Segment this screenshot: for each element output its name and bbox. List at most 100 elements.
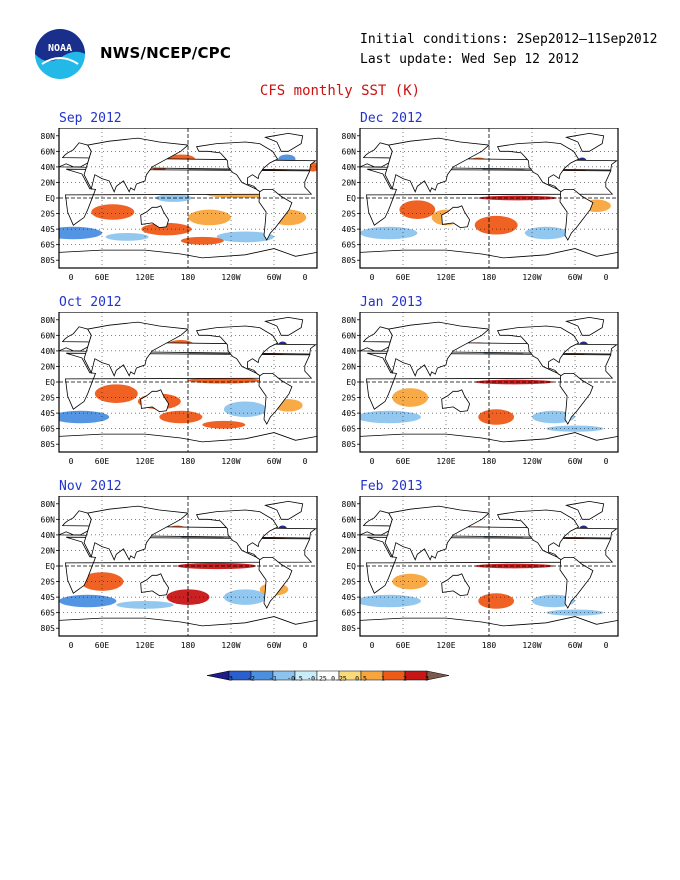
lat-tick-label: 20S bbox=[41, 210, 56, 219]
sst-anomaly-patch bbox=[141, 222, 192, 236]
lat-tick-label: 40N bbox=[41, 163, 56, 172]
lon-tick-label: 180 bbox=[181, 457, 196, 466]
lat-tick-label: 60N bbox=[41, 147, 56, 156]
sst-map: 80N 60N 40N 20N EQ 20S 40S 60S 80S 0 60E 120E 180 120… bbox=[41, 128, 318, 282]
land-outline bbox=[559, 189, 594, 241]
sst-map: 80N 60N 40N 20N EQ 20S 40S 60S 80S 0 60E 120E 180 120… bbox=[342, 312, 619, 466]
land-outline bbox=[559, 557, 594, 609]
land-outline bbox=[384, 505, 490, 561]
lat-tick-label: 80N bbox=[342, 500, 357, 509]
land-outline bbox=[196, 509, 279, 561]
lat-tick-label: 20N bbox=[342, 178, 357, 187]
sst-anomaly-patch bbox=[524, 226, 568, 240]
lon-tick-label: 60W bbox=[267, 457, 282, 466]
lat-tick-label: 60S bbox=[41, 425, 56, 434]
sst-map: 80N 60N 40N 20N EQ 20S 40S 60S 80S 0 60E 120E 180 120… bbox=[342, 496, 619, 650]
lat-tick-label: 60N bbox=[342, 515, 357, 524]
lon-tick-label: 60W bbox=[267, 641, 282, 650]
lat-tick-label: 60N bbox=[342, 147, 357, 156]
land-outline bbox=[258, 373, 293, 425]
lat-tick-label: 60S bbox=[41, 241, 56, 250]
sst-map: 80N 60N 40N 20N EQ 20S 40S 60S 80S 0 60E 120E 180 120… bbox=[41, 312, 318, 466]
lat-tick-label: 80N bbox=[41, 132, 56, 141]
panel-title: Dec 2012 bbox=[360, 111, 423, 126]
lat-tick-label: 60N bbox=[342, 331, 357, 340]
sst-anomaly-patch bbox=[59, 226, 102, 240]
colorbar-label: -0.5 bbox=[287, 675, 303, 683]
sst-anomaly-patch bbox=[360, 410, 421, 424]
sst-anomaly-patch bbox=[360, 226, 418, 240]
land-outline bbox=[564, 500, 605, 520]
sst-anomaly-patch bbox=[216, 231, 274, 243]
land-outline bbox=[59, 616, 317, 636]
land-outline bbox=[564, 316, 605, 336]
sst-anomaly-patch bbox=[474, 563, 554, 569]
sst-anomaly-patch bbox=[105, 233, 149, 241]
sst-anomaly-patch bbox=[399, 200, 436, 219]
land-outline bbox=[83, 137, 189, 193]
noaa-logo-icon: NOAA bbox=[35, 29, 85, 79]
sst-anomaly-patch bbox=[478, 409, 515, 425]
lon-tick-label: 0 bbox=[69, 457, 74, 466]
land-outline bbox=[360, 248, 618, 268]
lat-tick-label: 80S bbox=[41, 624, 56, 633]
sst-anomaly-patch bbox=[392, 388, 429, 407]
lon-tick-label: 60W bbox=[568, 273, 583, 282]
lat-tick-label: 40S bbox=[342, 593, 357, 602]
lat-tick-label: 20N bbox=[342, 362, 357, 371]
lon-tick-label: 120W bbox=[221, 641, 240, 650]
lon-tick-label: 0 bbox=[69, 641, 74, 650]
lat-tick-label: 40S bbox=[41, 225, 56, 234]
land-outline bbox=[263, 132, 304, 152]
lon-tick-label: 120E bbox=[135, 457, 154, 466]
land-outline bbox=[441, 205, 471, 229]
lat-tick-label: 60N bbox=[41, 515, 56, 524]
lon-tick-label: 60E bbox=[95, 457, 110, 466]
land-outline bbox=[360, 432, 618, 452]
land-outline bbox=[83, 505, 189, 561]
land-outline bbox=[497, 325, 580, 377]
colorbar-swatch bbox=[382, 670, 406, 681]
lat-tick-label: 40N bbox=[41, 347, 56, 356]
lon-tick-label: 60E bbox=[95, 273, 110, 282]
sst-anomaly-patch bbox=[532, 410, 575, 424]
sst-anomaly-patch bbox=[188, 209, 231, 226]
lat-tick-label: 80S bbox=[342, 624, 357, 633]
panel-title: Sep 2012 bbox=[59, 111, 122, 126]
lat-tick-label: 40N bbox=[342, 531, 357, 540]
colorbar-label: 0.25 bbox=[331, 675, 347, 683]
land-outline bbox=[360, 616, 618, 636]
lat-tick-label: 40S bbox=[342, 409, 357, 418]
panel-title: Feb 2013 bbox=[360, 479, 423, 494]
lat-tick-label: 80S bbox=[342, 256, 357, 265]
land-outline bbox=[196, 325, 279, 377]
lat-tick-label: 80N bbox=[41, 316, 56, 325]
colorbar-label: -1 bbox=[269, 675, 277, 683]
lat-tick-label: 20S bbox=[41, 578, 56, 587]
land-outline bbox=[384, 321, 490, 377]
land-outline bbox=[140, 389, 170, 413]
panel-title: Nov 2012 bbox=[59, 479, 122, 494]
sst-anomaly-patch bbox=[180, 236, 224, 245]
main-title: CFS monthly SST (K) bbox=[259, 83, 421, 99]
sst-map: 80N 60N 40N 20N EQ 20S 40S 60S 80S 0 60E 120E 180 120… bbox=[342, 128, 619, 282]
colorbar-label: 3 bbox=[425, 675, 429, 683]
land-outline bbox=[497, 509, 580, 561]
lat-tick-label: EQ bbox=[346, 562, 356, 571]
lat-tick-label: 80S bbox=[41, 440, 56, 449]
lat-tick-label: 40N bbox=[41, 531, 56, 540]
lat-tick-label: 80N bbox=[342, 132, 357, 141]
lon-tick-label: 180 bbox=[482, 273, 497, 282]
lat-tick-label: EQ bbox=[45, 562, 55, 571]
lat-tick-label: 40N bbox=[342, 163, 357, 172]
sst-anomaly-patch bbox=[159, 410, 203, 424]
lat-tick-label: EQ bbox=[45, 194, 55, 203]
lon-tick-label: 0 bbox=[69, 273, 74, 282]
lat-tick-label: 60S bbox=[342, 609, 357, 618]
sst-anomaly-patch bbox=[478, 593, 515, 609]
lon-tick-label: 180 bbox=[181, 273, 196, 282]
land-outline bbox=[263, 500, 304, 520]
lon-tick-label: 0 bbox=[370, 641, 375, 650]
lon-tick-label: 60E bbox=[396, 641, 411, 650]
lon-tick-label: 0 bbox=[604, 273, 609, 282]
